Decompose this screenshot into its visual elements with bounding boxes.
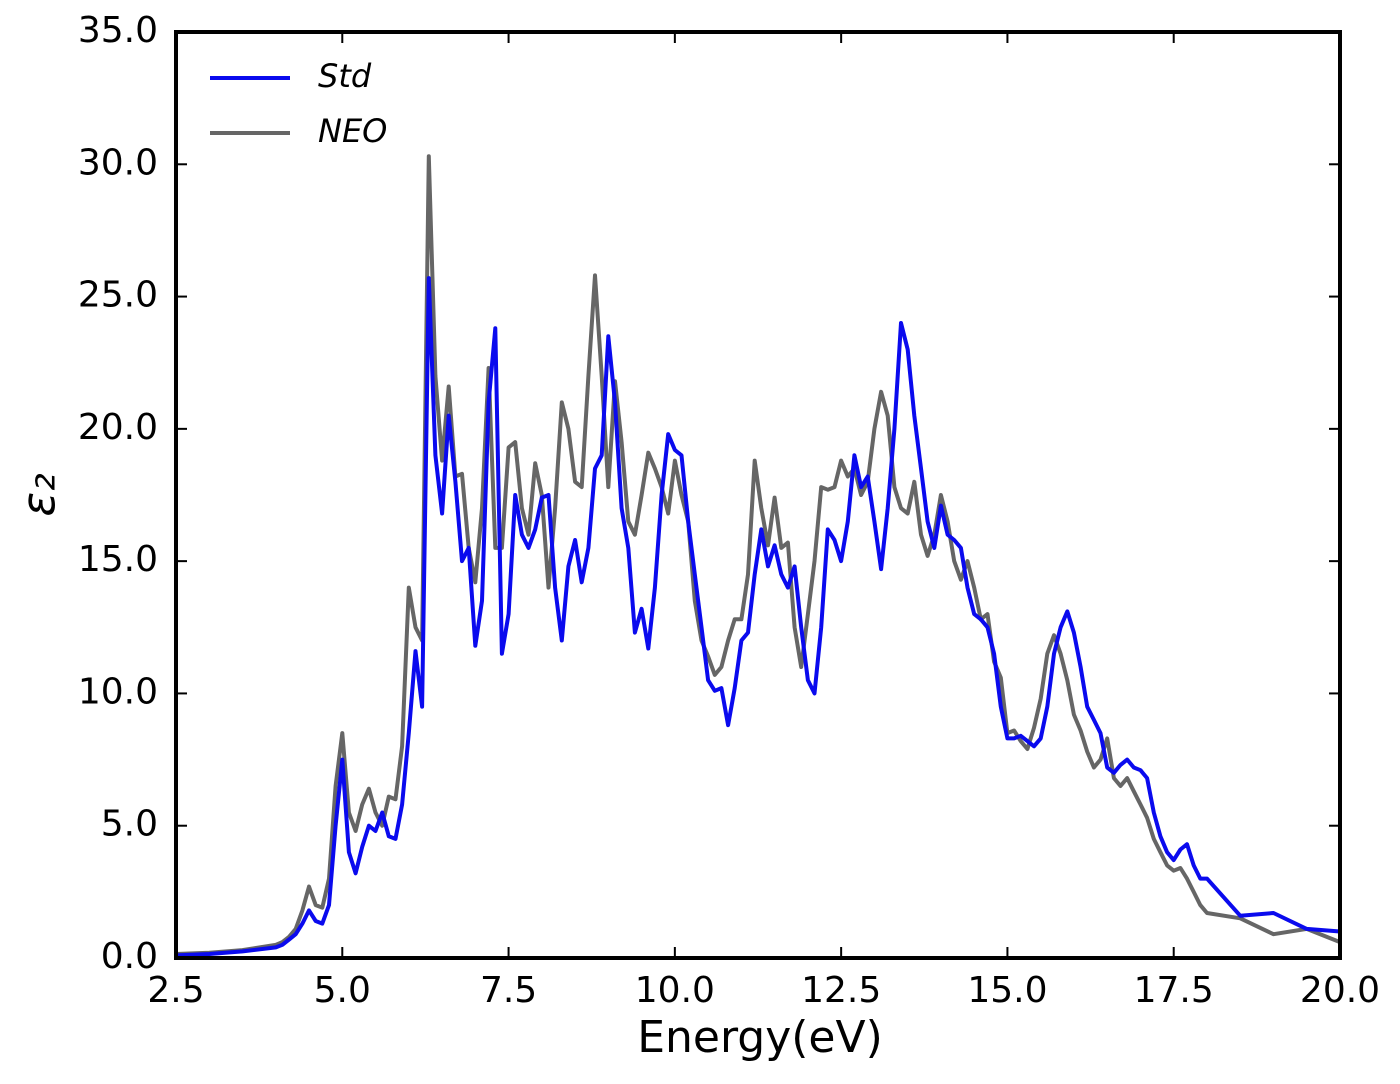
series-line xyxy=(175,154,1341,956)
y-tick-label: 15.0 xyxy=(78,539,158,580)
x-tick-label: 10.0 xyxy=(635,970,715,1011)
y-tick-label: 10.0 xyxy=(78,671,158,712)
y-tick-label: 0.0 xyxy=(101,936,158,977)
y-tick-label: 35.0 xyxy=(78,10,158,51)
plot-frame xyxy=(174,30,1342,960)
x-tick-label: 17.5 xyxy=(1134,970,1214,1011)
x-tick-label: 2.5 xyxy=(147,970,204,1011)
y-tick-label: 20.0 xyxy=(78,407,158,448)
x-axis-label: Energy(eV) xyxy=(637,1012,883,1063)
y-axis-label: ε₂ xyxy=(12,473,66,516)
y-tick-label: 30.0 xyxy=(78,142,158,183)
x-tick-label: 20.0 xyxy=(1300,970,1380,1011)
x-tick-label: 7.5 xyxy=(480,970,537,1011)
legend-label: Std xyxy=(318,57,372,95)
y-tick-label: 5.0 xyxy=(101,804,158,845)
x-tick-label: 15.0 xyxy=(967,970,1047,1011)
x-tick-label: 12.5 xyxy=(801,970,881,1011)
series-line xyxy=(175,276,1341,958)
y-tick-label: 25.0 xyxy=(78,275,158,316)
x-tick-label: 5.0 xyxy=(314,970,371,1011)
legend-label: NEO xyxy=(318,112,387,150)
